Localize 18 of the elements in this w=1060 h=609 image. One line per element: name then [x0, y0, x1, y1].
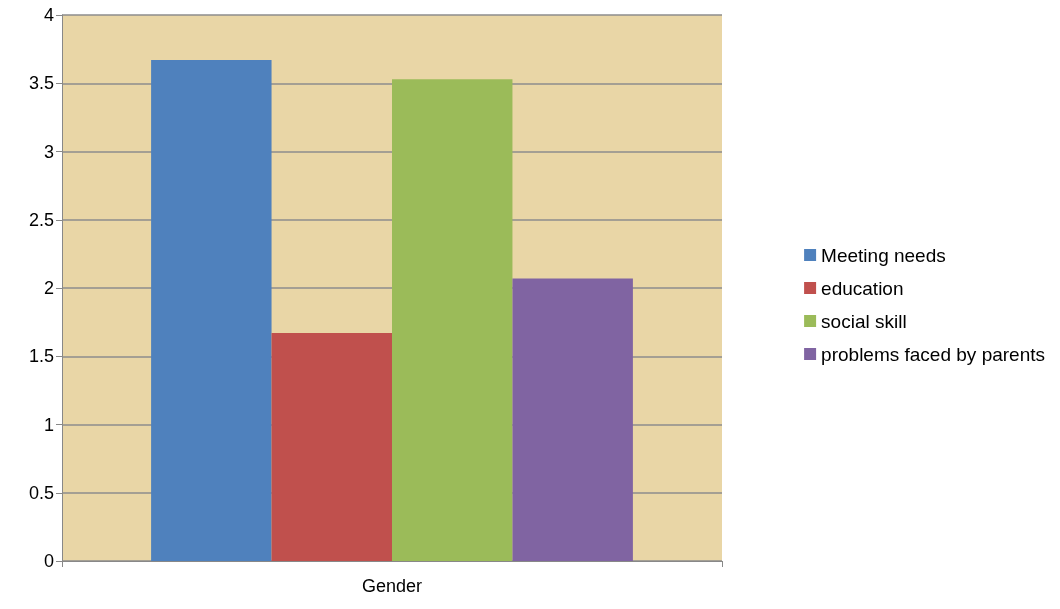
legend-label: problems faced by parents	[821, 343, 1046, 365]
y-tick-label: 2.5	[28, 209, 54, 230]
y-tick-label: 1	[43, 414, 54, 435]
legend-label: Meeting needs	[821, 244, 946, 266]
y-tick-label: 2	[43, 278, 54, 298]
legend-label: social skill	[821, 310, 907, 332]
bar	[151, 60, 272, 561]
y-tick-label: 3	[43, 141, 54, 162]
bar	[271, 333, 392, 561]
x-tick-label: Gender	[361, 576, 423, 596]
y-tick-label: 0	[43, 551, 54, 571]
y-tick-label: 3.5	[28, 73, 54, 94]
bar	[392, 79, 513, 561]
y-tick-label: 1.5	[28, 346, 54, 367]
bar	[512, 278, 633, 561]
y-tick-label: 0.5	[28, 482, 54, 503]
legend-label: education	[821, 277, 904, 299]
y-tick-label: 4	[43, 5, 54, 25]
